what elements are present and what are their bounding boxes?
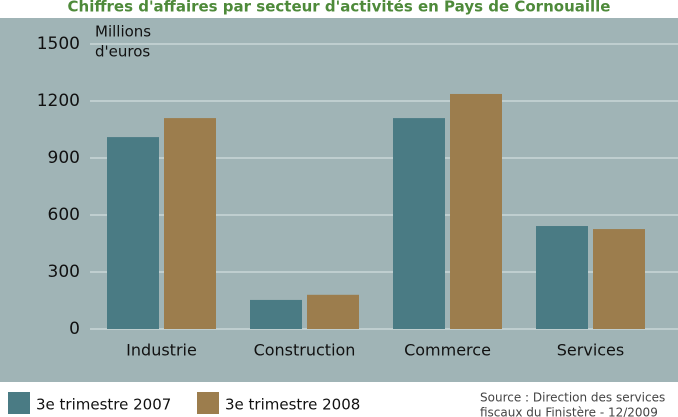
source: fiscaux du Finistère - 12/2009: [480, 406, 658, 417]
bar: [250, 299, 302, 329]
x-tick-label: Industrie: [126, 341, 197, 360]
bar: [307, 294, 359, 329]
y-tick-label: 1200: [37, 91, 80, 111]
bar: [164, 118, 216, 329]
bar: [593, 229, 645, 329]
x-tick-label: Services: [557, 341, 624, 360]
x-tick-label: Construction: [254, 341, 356, 360]
bar: [107, 137, 159, 329]
y-axis-label: Millions: [95, 23, 151, 41]
y-tick-label: 300: [48, 262, 80, 282]
y-tick-label: 0: [69, 319, 80, 339]
y-tick-label: 1500: [37, 34, 80, 54]
bar: [536, 226, 588, 329]
bar: [450, 93, 502, 329]
legend-swatch: [197, 392, 219, 414]
x-tick-label: Commerce: [404, 341, 491, 360]
source: Source : Direction des services: [480, 391, 665, 405]
legend-swatch: [8, 392, 30, 414]
y-tick-label: 600: [48, 205, 80, 225]
y-axis-label: d'euros: [95, 43, 150, 61]
legend-label: 3e trimestre 2007: [36, 396, 171, 414]
bar: [393, 118, 445, 329]
legend-label: 3e trimestre 2008: [225, 396, 360, 414]
chart-title: Chiffres d'affaires par secteur d'activi…: [68, 0, 611, 16]
y-tick-label: 900: [48, 148, 80, 168]
